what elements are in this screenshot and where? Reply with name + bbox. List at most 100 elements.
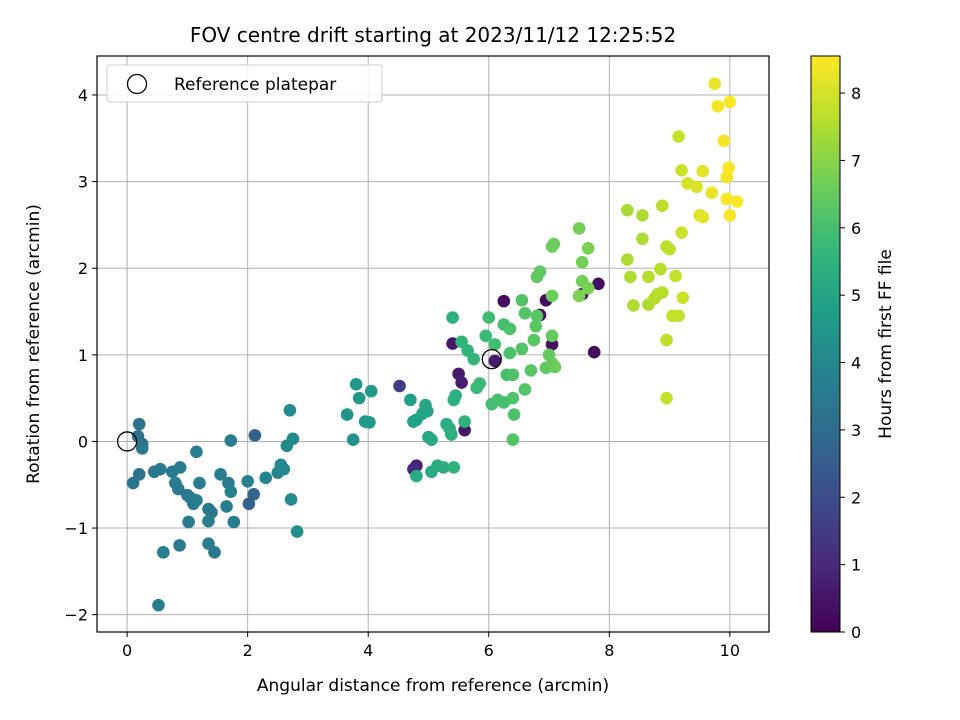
colorbar-tick-label: 8 — [851, 84, 861, 103]
data-point — [711, 99, 725, 113]
data-point — [182, 515, 195, 529]
x-axis-label: Angular distance from reference (arcmin) — [257, 676, 609, 696]
data-point — [190, 445, 203, 459]
data-point — [720, 170, 734, 184]
data-point — [506, 391, 520, 405]
data-point — [627, 299, 640, 312]
data-point — [527, 333, 541, 347]
x-tick-label: 6 — [484, 641, 494, 660]
data-point — [132, 417, 146, 431]
data-point — [545, 289, 559, 303]
colorbar-tick-label: 0 — [851, 623, 861, 642]
data-point — [720, 192, 734, 206]
data-point — [488, 354, 502, 368]
data-point — [214, 468, 227, 481]
data-point — [572, 289, 586, 303]
data-point — [624, 270, 637, 284]
data-point — [364, 384, 378, 398]
colorbar-tick-label: 5 — [851, 286, 861, 305]
data-point — [224, 485, 238, 498]
data-point — [621, 203, 634, 217]
data-point — [446, 311, 459, 324]
data-point — [654, 262, 667, 276]
data-point — [286, 432, 300, 446]
data-point — [518, 306, 532, 320]
reference-platepar-marker — [116, 431, 138, 452]
data-point — [248, 429, 262, 442]
colorbar — [810, 55, 841, 633]
data-point — [524, 364, 538, 377]
data-point — [349, 377, 363, 391]
data-point — [346, 433, 360, 447]
y-axis-label: Rotation from reference (arcmin) — [24, 204, 44, 484]
data-point — [220, 500, 233, 513]
data-point — [530, 309, 544, 323]
data-point — [352, 391, 366, 405]
y-axis-ticks: −2 −1 0 1 2 3 4 — [64, 86, 97, 625]
data-point — [533, 265, 547, 278]
data-point — [545, 329, 559, 343]
data-point — [518, 383, 532, 396]
data-point — [208, 546, 221, 559]
data-point — [449, 389, 462, 402]
data-point — [676, 291, 690, 304]
colorbar-label: Hours from first FF file — [876, 249, 896, 439]
x-tick-label: 4 — [363, 641, 373, 660]
data-point — [173, 461, 187, 474]
data-point — [696, 164, 710, 178]
data-point — [410, 469, 423, 483]
data-point — [672, 130, 685, 143]
data-point — [730, 195, 744, 208]
data-point — [393, 379, 406, 393]
data-point — [503, 322, 517, 336]
data-point — [153, 462, 167, 476]
data-point — [420, 404, 434, 418]
data-point — [202, 514, 215, 528]
x-tick-label: 0 — [122, 641, 132, 660]
data-point — [404, 393, 417, 407]
data-point — [515, 293, 529, 307]
data-point — [488, 338, 502, 351]
chart-title: FOV centre drift starting at 2023/11/12 … — [190, 23, 676, 47]
y-tick-label: −1 — [64, 519, 88, 538]
data-point — [723, 209, 737, 222]
data-point — [224, 434, 238, 447]
legend-label: Reference platepar — [174, 75, 336, 95]
data-point — [636, 209, 649, 222]
data-point — [274, 458, 288, 472]
data-point — [290, 525, 304, 538]
data-point — [672, 309, 685, 323]
data-point — [660, 333, 673, 347]
data-point — [447, 461, 461, 474]
data-point — [621, 253, 634, 266]
data-point — [663, 242, 676, 256]
data-point — [407, 415, 420, 428]
data-point — [515, 342, 529, 356]
y-tick-label: 3 — [78, 173, 88, 192]
data-point — [592, 277, 605, 291]
grid-lines — [97, 56, 769, 632]
y-tick-label: 4 — [78, 86, 88, 105]
colorbar-tick-label: 7 — [851, 151, 861, 170]
data-point — [152, 598, 165, 612]
colorbar-ticks: 0 1 2 3 4 5 6 7 8 — [840, 84, 861, 642]
data-point — [581, 241, 595, 255]
legend-box — [106, 64, 383, 103]
y-tick-label: 2 — [78, 259, 88, 278]
data-point — [507, 408, 521, 421]
data-point — [656, 199, 669, 213]
data-point — [135, 442, 149, 455]
data-point — [636, 232, 649, 246]
data-point — [473, 377, 487, 390]
colorbar-tick-label: 3 — [851, 421, 861, 440]
colorbar-tick-label: 4 — [851, 354, 861, 373]
data-point — [675, 226, 688, 239]
data-point — [455, 376, 468, 389]
data-point — [283, 403, 297, 417]
data-point — [193, 476, 206, 490]
data-point — [696, 210, 710, 224]
colorbar-tick-label: 6 — [851, 219, 861, 238]
reference-platepar-marker — [481, 349, 502, 370]
legend-marker-open-circle — [126, 73, 148, 95]
